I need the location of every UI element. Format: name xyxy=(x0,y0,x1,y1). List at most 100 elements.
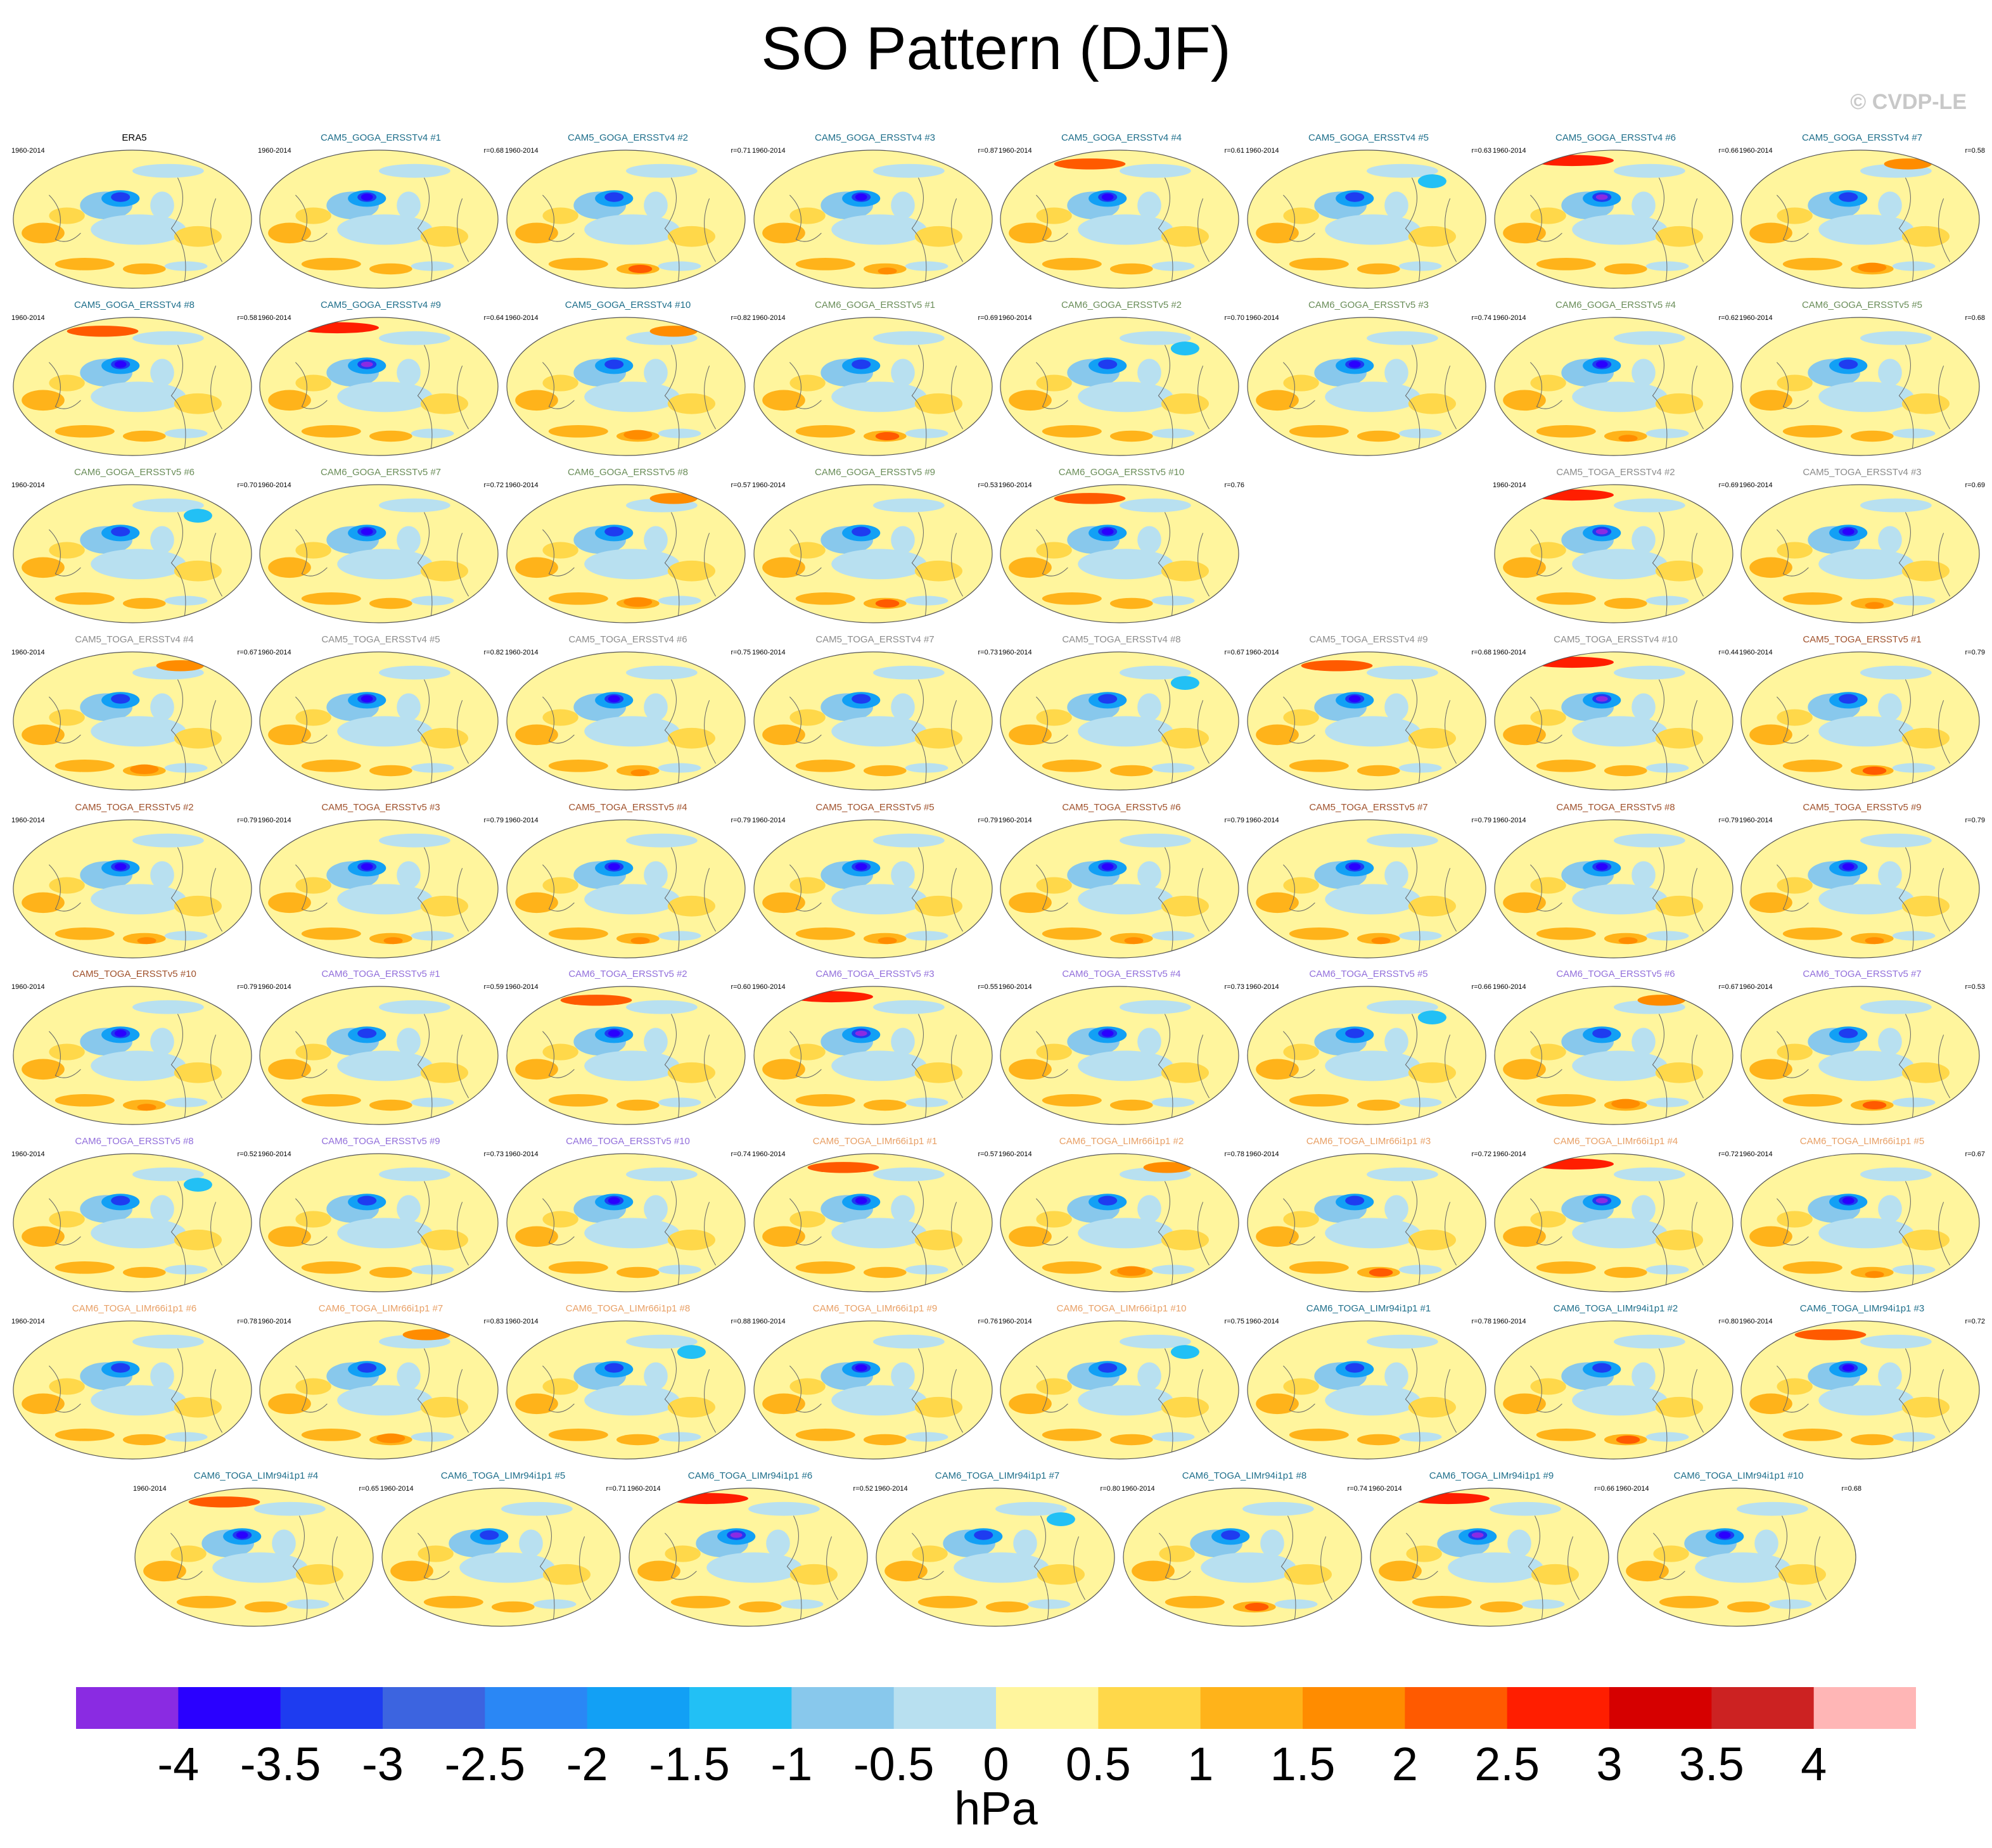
anomaly-region xyxy=(1878,359,1902,386)
panel-correlation: r=0.53 xyxy=(978,481,999,489)
panel-years: 1960-2014 xyxy=(999,147,1032,155)
colorbar-swatch xyxy=(689,1687,792,1729)
anomaly-region xyxy=(1101,528,1114,535)
anomaly-region xyxy=(1737,1501,1808,1516)
map-outline xyxy=(1370,1488,1609,1627)
coastline xyxy=(295,1181,469,1289)
anomaly-region xyxy=(183,509,212,523)
anomaly-region xyxy=(1221,1530,1241,1540)
anomaly-region xyxy=(1595,360,1608,368)
anomaly-region xyxy=(1170,1345,1199,1359)
map-outline xyxy=(1494,986,1733,1125)
anomaly-region xyxy=(658,261,701,271)
anomaly-region xyxy=(905,261,948,271)
coastline xyxy=(1036,512,1210,620)
anomaly-region xyxy=(397,861,421,889)
panel-title: CAM6_TOGA_LIMr94i1p1 #6 xyxy=(687,1470,813,1481)
anomaly-region xyxy=(789,877,826,894)
anomaly-region xyxy=(626,665,698,680)
anomaly-region xyxy=(1170,341,1199,355)
anomaly-region xyxy=(1631,861,1656,889)
panel-years: 1960-2014 xyxy=(133,1485,167,1493)
map-panel: CAM6_TOGA_LIMr66i1p1 #8 1960-2014 r=0.88 xyxy=(505,1303,751,1461)
anomaly-region xyxy=(1367,833,1438,848)
anomaly-region xyxy=(1778,1564,1826,1585)
anomaly-region xyxy=(1901,727,1950,749)
anomaly-region xyxy=(1530,709,1566,726)
anomaly-region xyxy=(268,222,311,244)
anomaly-region xyxy=(1325,1050,1421,1081)
coastline xyxy=(1283,1014,1457,1122)
map-outline xyxy=(1740,819,1980,959)
anomaly-region xyxy=(379,665,450,680)
world-map xyxy=(13,1320,252,1460)
anomaly-region xyxy=(1371,937,1391,945)
anomaly-region xyxy=(630,769,650,777)
anomaly-region xyxy=(658,1097,701,1107)
map-outline xyxy=(1740,1153,1980,1292)
panel-correlation: r=0.67 xyxy=(1224,649,1245,656)
map-panel: CAM6_TOGA_LIMr66i1p1 #3 1960-2014 r=0.72 xyxy=(1246,1136,1491,1294)
anomaly-region xyxy=(873,1334,945,1349)
anomaly-region xyxy=(1749,1393,1792,1415)
world-map xyxy=(1000,651,1239,791)
anomaly-region xyxy=(402,1329,450,1341)
panel-years: 1960-2014 xyxy=(1739,1318,1773,1325)
world-map xyxy=(259,150,499,289)
map-panel: CAM6_GOGA_ERSSTv5 #10 1960-2014 r=0.76 xyxy=(999,467,1244,625)
anomaly-region xyxy=(914,1062,962,1083)
panel-title: CAM5_TOGA_ERSSTv4 #6 xyxy=(568,634,687,645)
map-outline xyxy=(1617,1488,1856,1627)
coastline xyxy=(49,1348,223,1456)
anomaly-region xyxy=(1009,1059,1052,1080)
panel-title: CAM6_TOGA_LIMr94i1p1 #7 xyxy=(935,1470,1060,1481)
anomaly-region xyxy=(1901,1062,1950,1083)
panel-title: CAM6_GOGA_ERSSTv5 #7 xyxy=(320,467,442,478)
panel-title: CAM5_GOGA_ERSSTv4 #7 xyxy=(1801,132,1923,143)
map-outline xyxy=(259,819,499,959)
anomaly-region xyxy=(1398,1432,1442,1442)
anomaly-region xyxy=(111,694,131,704)
panel-title: CAM6_TOGA_ERSSTv5 #10 xyxy=(566,1136,690,1147)
anomaly-region xyxy=(1718,1531,1731,1539)
anomaly-region xyxy=(390,1560,433,1582)
anomaly-region xyxy=(1009,1393,1052,1415)
map-outline xyxy=(1000,651,1239,791)
map-panel: ERA5 1960-2014 xyxy=(11,132,257,290)
anomaly-region xyxy=(1860,331,1932,345)
anomaly-region xyxy=(626,1167,698,1182)
anomaly-region xyxy=(91,1385,186,1416)
world-map xyxy=(1000,819,1239,959)
anomaly-region xyxy=(174,393,222,414)
anomaly-region xyxy=(22,1059,65,1080)
map-panel: CAM5_GOGA_ERSSTv4 #4 1960-2014 r=0.61 xyxy=(999,132,1244,290)
map-panel: CAM6_TOGA_LIMr94i1p1 #9 1960-2014 r=0.66 xyxy=(1369,1470,1614,1628)
anomaly-region xyxy=(795,1261,855,1274)
anomaly-region xyxy=(1818,1218,1914,1249)
anomaly-region xyxy=(584,549,680,580)
anomaly-region xyxy=(542,542,578,559)
panel-years: 1960-2014 xyxy=(752,1318,786,1325)
anomaly-region xyxy=(542,1378,578,1395)
anomaly-region xyxy=(1384,693,1408,721)
panel-correlation: r=0.79 xyxy=(731,817,751,824)
coastline xyxy=(1777,1181,1951,1289)
anomaly-region xyxy=(1860,498,1932,513)
anomaly-region xyxy=(1782,760,1842,772)
anomaly-region xyxy=(22,724,65,746)
panel-years: 1960-2014 xyxy=(1616,1485,1649,1493)
anomaly-region xyxy=(891,1028,915,1055)
panel-years: 1960-2014 xyxy=(11,481,45,489)
anomaly-region xyxy=(337,549,433,580)
anomaly-region xyxy=(519,1529,543,1557)
panel-title: CAM6_GOGA_ERSSTv5 #4 xyxy=(1555,300,1676,310)
world-map xyxy=(1247,1153,1486,1292)
panel-correlation: r=0.79 xyxy=(1718,817,1739,824)
panel-title: CAM5_TOGA_ERSSTv4 #3 xyxy=(1803,467,1922,478)
anomaly-region xyxy=(369,263,412,275)
anomaly-region xyxy=(1645,763,1689,773)
anomaly-region xyxy=(1572,1385,1668,1416)
anomaly-region xyxy=(1878,861,1902,889)
anomaly-region xyxy=(1260,1529,1284,1557)
panel-correlation: r=0.59 xyxy=(483,983,504,991)
